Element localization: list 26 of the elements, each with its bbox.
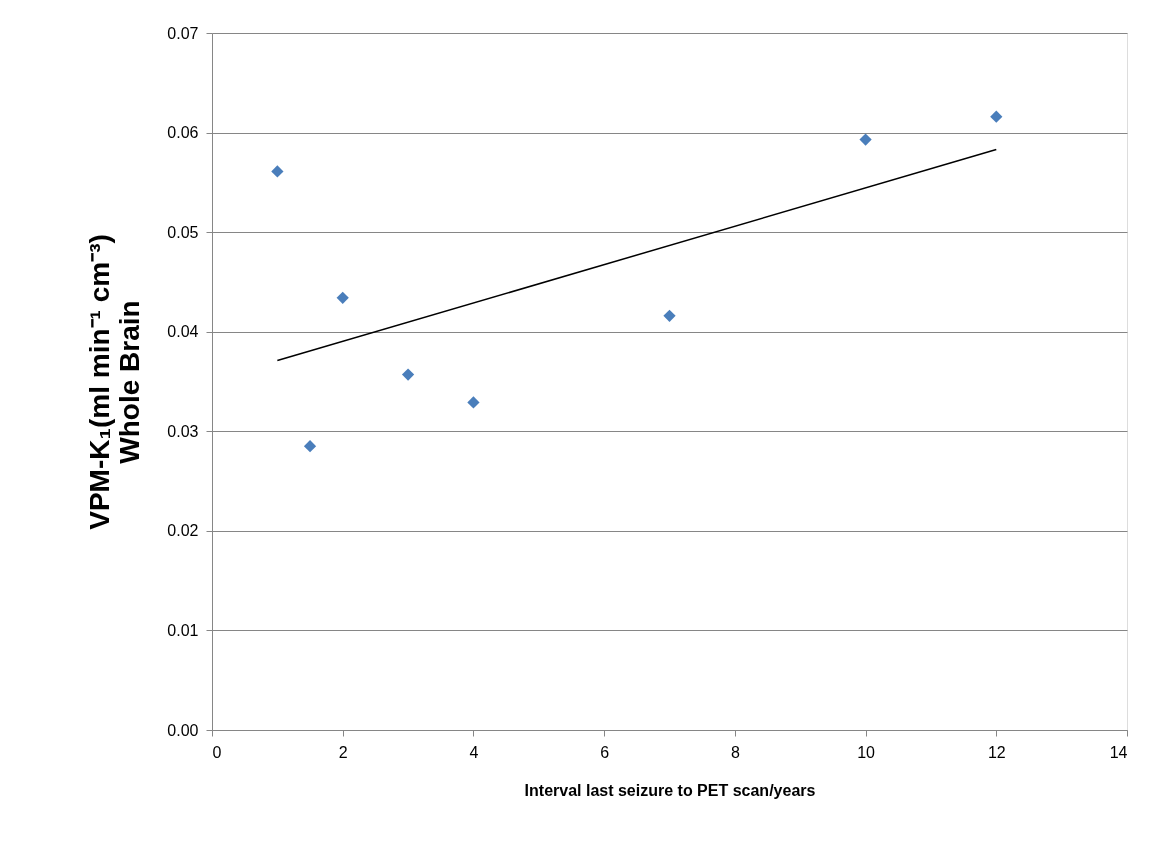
x-tick-label: 12 <box>987 743 1006 761</box>
point <box>990 110 1003 123</box>
x-tick-label: 14 <box>1109 743 1128 761</box>
y-tick-label: 0.07 <box>167 24 199 42</box>
point <box>663 309 676 322</box>
point <box>401 368 415 381</box>
point <box>336 291 349 304</box>
x-tick-label: 2 <box>338 743 348 761</box>
x-tick-label: 4 <box>469 743 479 761</box>
point <box>467 396 480 409</box>
y-tick-label: 0.00 <box>167 721 199 739</box>
x-tick-label: 6 <box>600 743 610 761</box>
y-tick-label: 0.02 <box>167 522 199 540</box>
y-tick-label: 0.05 <box>167 223 199 241</box>
point <box>859 133 872 146</box>
point <box>303 440 317 453</box>
y-axis-title: VPM-K₁(ml min⁻¹ cm⁻³) Whole Brain <box>84 234 146 530</box>
y-tick-label: 0.04 <box>167 323 199 341</box>
x-tick-label: 8 <box>730 743 740 761</box>
point <box>271 165 284 178</box>
y-tick-label: 0.06 <box>167 124 199 142</box>
y-tick-label: 0.01 <box>167 621 199 639</box>
x-tick-label: 10 <box>857 743 876 761</box>
x-axis-title: Interval last seizure to PET scan/years <box>524 781 816 799</box>
y-tick-label: 0.03 <box>167 422 199 440</box>
x-tick-label: 0 <box>212 743 222 761</box>
